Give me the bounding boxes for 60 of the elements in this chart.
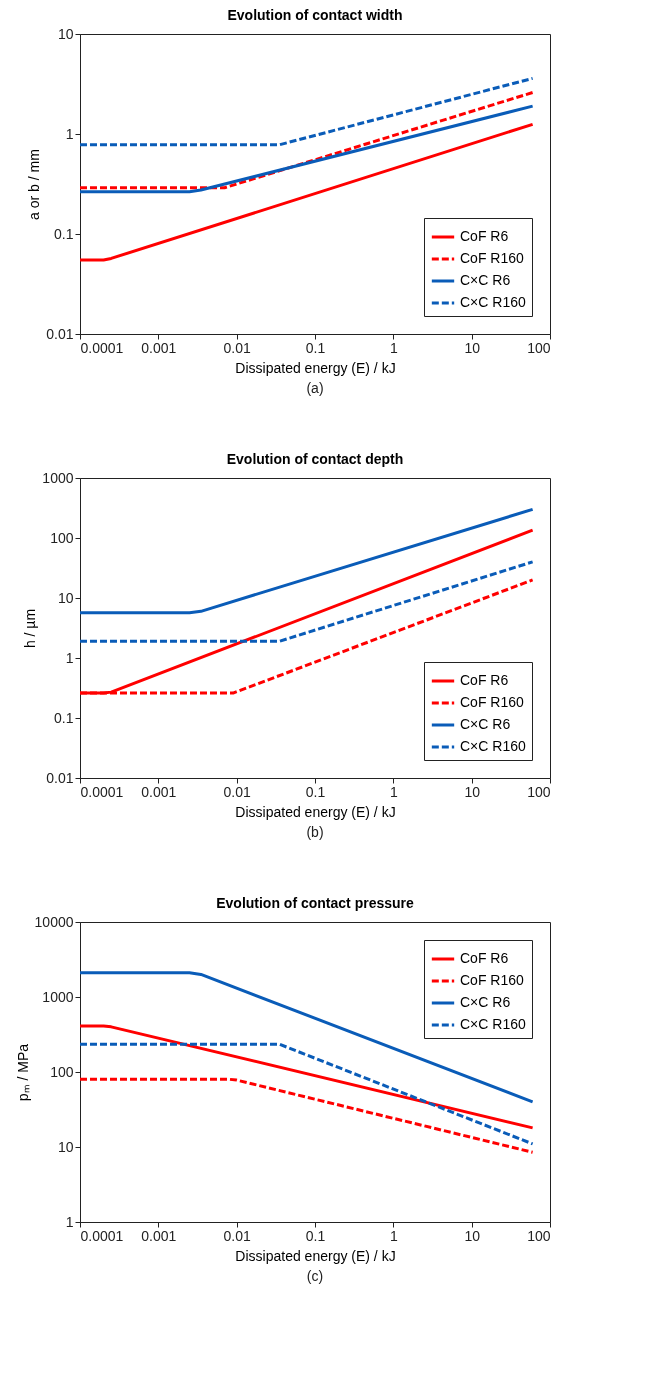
x-tick-label: 0.1 bbox=[305, 1227, 326, 1244]
y-tick-label: 100 bbox=[50, 529, 74, 546]
x-tick-label: 0.0001 bbox=[80, 1227, 124, 1244]
y-tick-label: 100 bbox=[50, 1063, 74, 1080]
x-tick-label: 1 bbox=[389, 1227, 398, 1244]
x-tick-label: 0.01 bbox=[223, 339, 251, 356]
y-tick-label: 1000 bbox=[42, 469, 74, 486]
legend-label: CoF R160 bbox=[460, 250, 525, 266]
y-tick-label: 10000 bbox=[34, 913, 74, 930]
x-tick-label: 1 bbox=[389, 783, 398, 800]
y-axis-title: a or b / mm bbox=[26, 149, 43, 220]
chart-title: Evolution of contact depth bbox=[226, 451, 404, 467]
x-tick-label: 0.01 bbox=[223, 783, 251, 800]
text: (b) bbox=[306, 824, 324, 840]
x-tick-label: 10 bbox=[464, 339, 481, 356]
y-tick-label: 1 bbox=[65, 649, 74, 666]
legend-label: C×C R160 bbox=[460, 738, 526, 754]
text: (a) bbox=[306, 380, 324, 396]
y-tick-label: 0.01 bbox=[46, 769, 74, 786]
legend-label: CoF R6 bbox=[460, 950, 509, 966]
y-tick-label: 1 bbox=[65, 1213, 74, 1230]
y-tick-label: 0.1 bbox=[54, 225, 74, 242]
y-tick-label: 10 bbox=[57, 25, 74, 42]
x-tick-label: 0.001 bbox=[141, 339, 177, 356]
x-tick-label: 0.0001 bbox=[80, 339, 124, 356]
x-tick-label: 100 bbox=[527, 783, 551, 800]
x-tick-label: 100 bbox=[527, 339, 551, 356]
y-axis-title: pₘ / MPa bbox=[14, 1043, 31, 1102]
y-tick-label: 0.1 bbox=[54, 709, 74, 726]
y-tick-label: 0.01 bbox=[46, 325, 74, 342]
legend-label: C×C R6 bbox=[460, 716, 511, 732]
x-tick-label: 10 bbox=[464, 1227, 481, 1244]
y-axis-title: h / µm bbox=[22, 608, 39, 649]
legend-label: C×C R160 bbox=[460, 1016, 526, 1032]
x-tick-label: 0.001 bbox=[141, 1227, 177, 1244]
legend-label: CoF R6 bbox=[460, 672, 509, 688]
x-tick-label: 0.0001 bbox=[80, 783, 124, 800]
x-tick-label: 10 bbox=[464, 783, 481, 800]
chart-title: Evolution of contact pressure bbox=[216, 895, 414, 911]
x-tick-label: 100 bbox=[527, 1227, 551, 1244]
x-tick-label: 0.1 bbox=[305, 783, 326, 800]
x-tick-label: 0.1 bbox=[305, 339, 326, 356]
y-tick-label: 1000 bbox=[42, 988, 74, 1005]
text: (c) bbox=[306, 1268, 324, 1284]
x-axis-title: Dissipated energy (E) / kJ bbox=[235, 359, 396, 376]
legend-label: CoF R6 bbox=[460, 228, 509, 244]
x-axis-title: Dissipated energy (E) / kJ bbox=[235, 803, 396, 820]
y-tick-label: 10 bbox=[57, 589, 74, 606]
chart-title: Evolution of contact width bbox=[227, 7, 403, 23]
legend-label: CoF R160 bbox=[460, 694, 525, 710]
x-tick-label: 0.01 bbox=[223, 1227, 251, 1244]
legend-label: CoF R160 bbox=[460, 972, 525, 988]
legend-label: C×C R6 bbox=[460, 272, 511, 288]
x-axis-title: Dissipated energy (E) / kJ bbox=[235, 1247, 396, 1264]
legend-label: C×C R6 bbox=[460, 994, 511, 1010]
x-tick-label: 0.001 bbox=[141, 783, 177, 800]
x-tick-label: 1 bbox=[389, 339, 398, 356]
y-tick-label: 10 bbox=[57, 1138, 74, 1155]
legend-label: C×C R160 bbox=[460, 294, 526, 310]
y-tick-label: 1 bbox=[65, 125, 74, 142]
